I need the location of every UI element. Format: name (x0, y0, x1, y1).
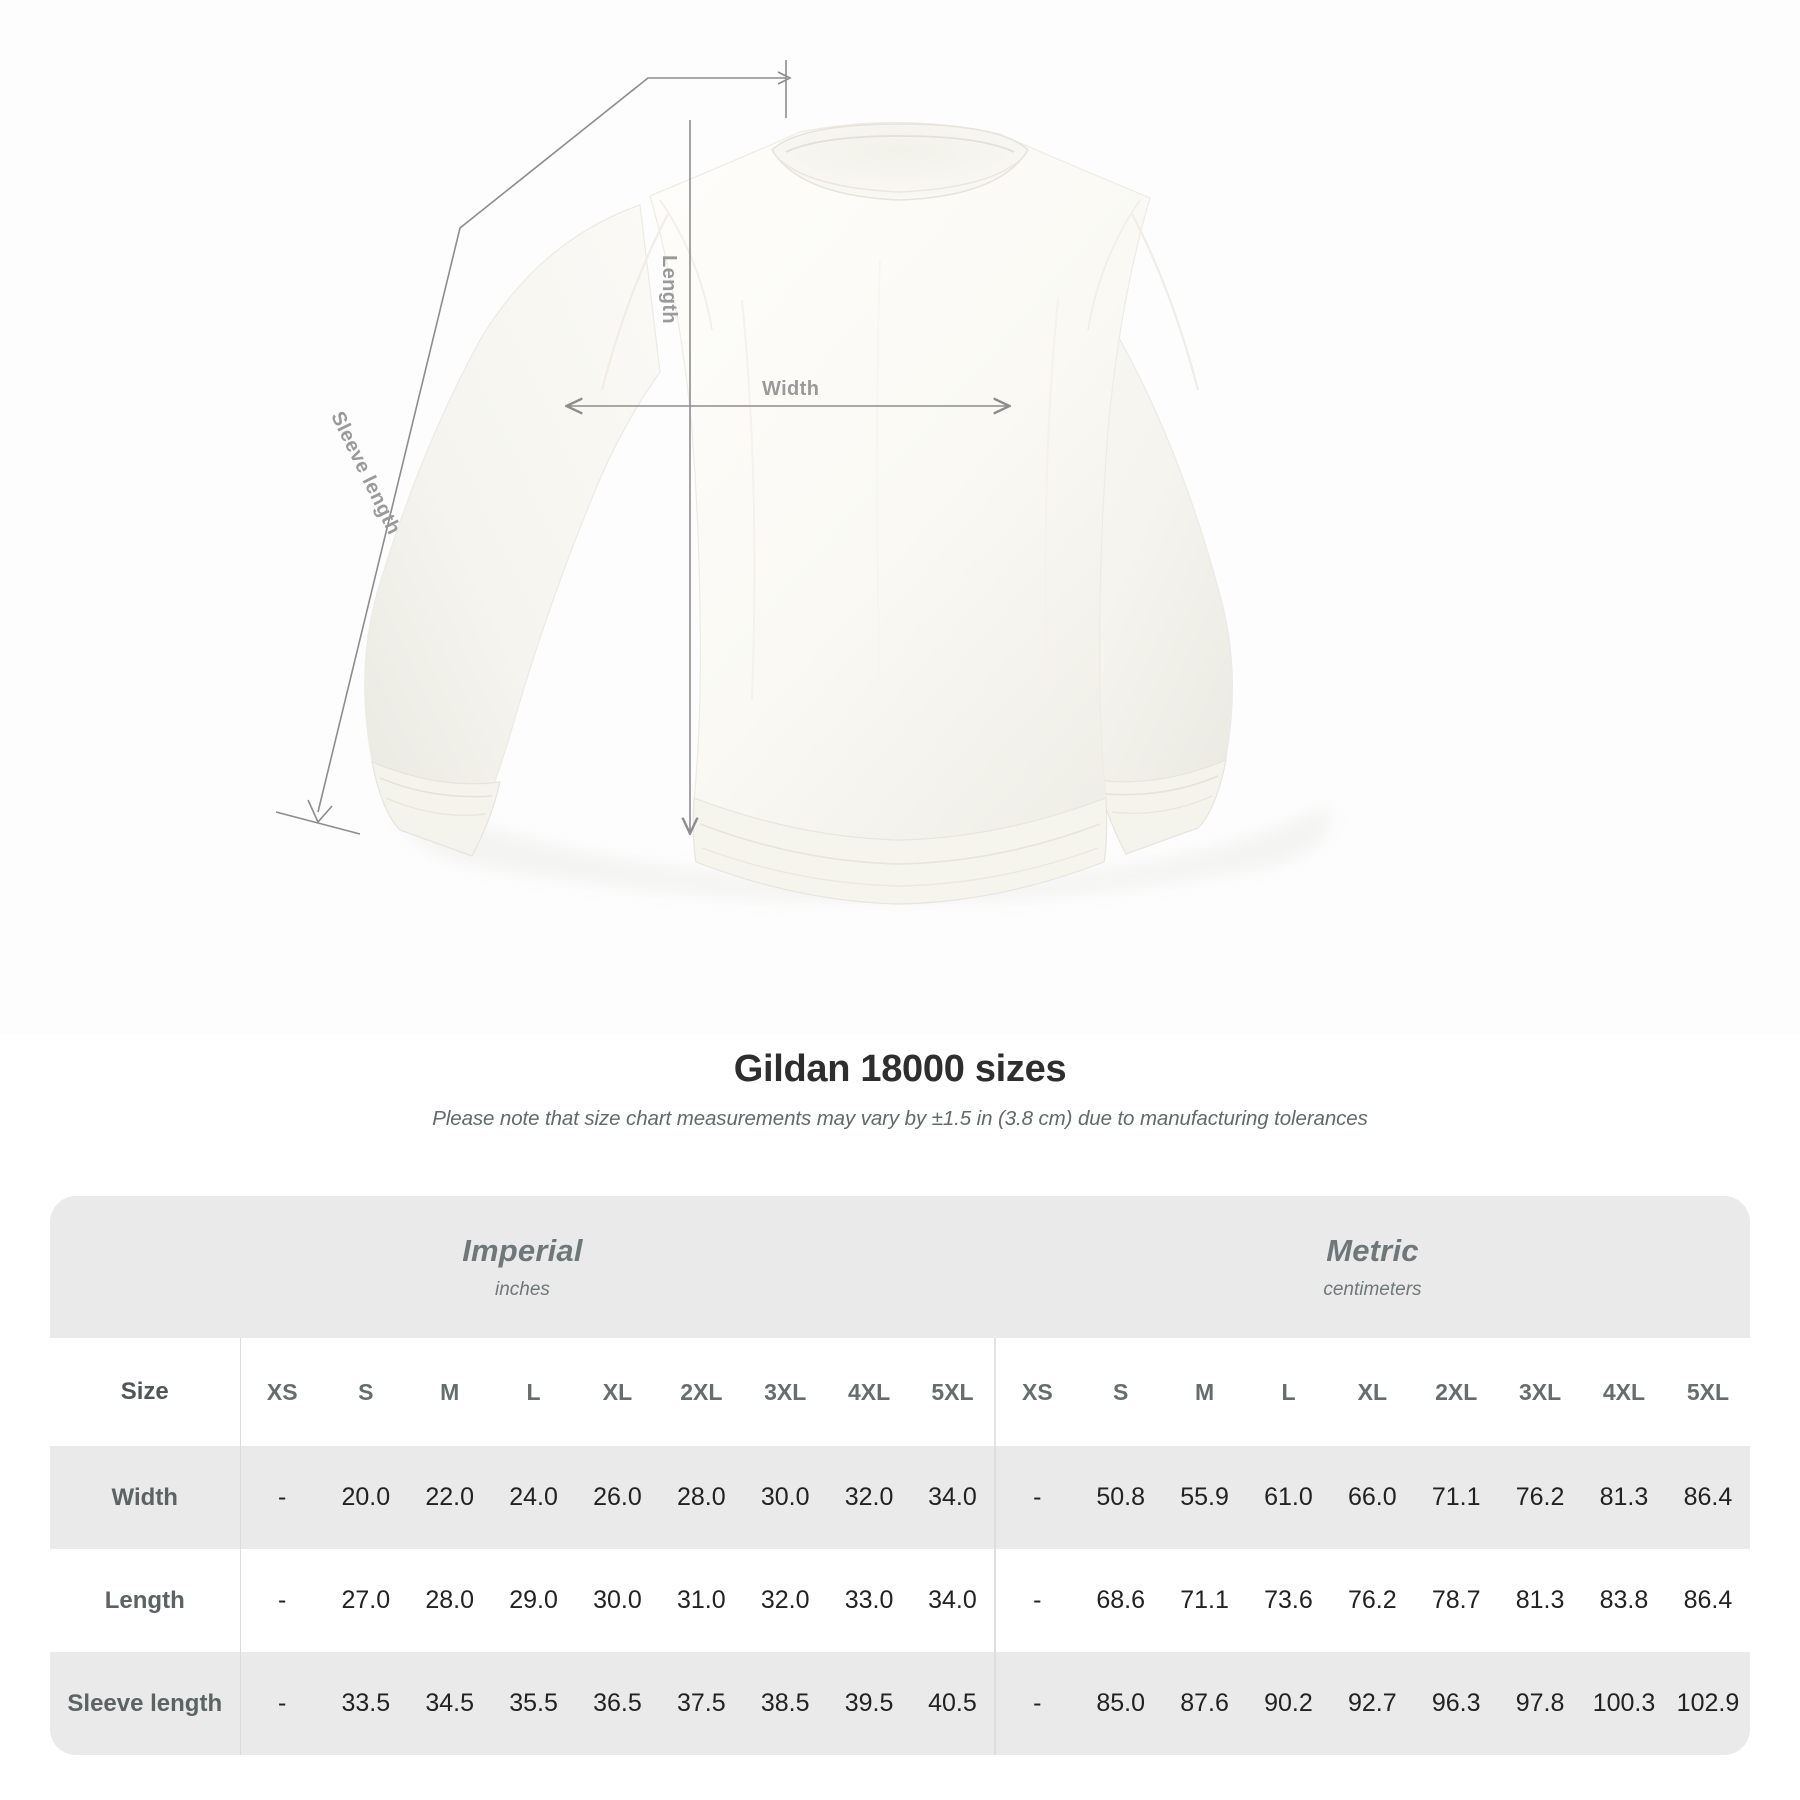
cell-metric: 90.2 (1246, 1652, 1331, 1755)
cell-metric: 86.4 (1665, 1446, 1750, 1549)
cell-metric: 61.0 (1246, 1446, 1331, 1549)
table-row: Width -20.0 22.0 24.0 26.0 28.0 30.0 32.0 34.0-5… (50, 1446, 1750, 1549)
cell-imperial: 34.0 (911, 1446, 995, 1549)
size-header-imperial-4xl: 4XL (827, 1338, 912, 1446)
size-column-header: Size (50, 1338, 241, 1446)
imperial-header-cell: Imperial inches (50, 1196, 995, 1338)
size-header-imperial-5xl: 5XL (911, 1338, 995, 1446)
size-header-metric-m: M (1162, 1338, 1247, 1446)
cell-imperial: 34.0 (911, 1549, 995, 1652)
metric-system-name: Metric (1326, 1233, 1419, 1268)
cell-imperial: - (240, 1446, 324, 1549)
cell-metric: 87.6 (1162, 1652, 1247, 1755)
cell-metric: 55.9 (1162, 1446, 1247, 1549)
page-subtitle: Please note that size chart measurements… (432, 1107, 1368, 1130)
size-header-imperial-2xl: 2XL (659, 1338, 744, 1446)
sweatshirt-illustration (275, 60, 1331, 905)
cell-imperial: 32.0 (743, 1549, 828, 1652)
cell-metric: 76.2 (1330, 1549, 1415, 1652)
cell-metric: 86.4 (1665, 1549, 1750, 1652)
cell-metric: 66.0 (1330, 1446, 1415, 1549)
heading-block: Gildan 18000 sizes Please note that size… (0, 1048, 1800, 1131)
cell-imperial: 33.0 (827, 1549, 912, 1652)
cell-metric: 102.9 (1665, 1652, 1750, 1755)
size-header-metric-xl: XL (1330, 1338, 1415, 1446)
size-table-container: Imperial inches Metric centimeters Size XS S M L… (50, 1196, 1750, 1755)
cell-metric: 71.1 (1162, 1549, 1247, 1652)
cell-metric: 76.2 (1498, 1446, 1583, 1549)
cell-metric: 85.0 (1078, 1652, 1163, 1755)
cell-imperial: 24.0 (491, 1446, 576, 1549)
page-title: Gildan 18000 sizes (733, 1048, 1067, 1090)
cell-imperial: 35.5 (491, 1652, 576, 1755)
cell-metric: 78.7 (1414, 1549, 1499, 1652)
cell-imperial: 39.5 (827, 1652, 912, 1755)
metric-header-cell: Metric centimeters (994, 1196, 1750, 1338)
sleeve-length-dimension-line (317, 77, 786, 813)
cell-imperial: 22.0 (407, 1446, 492, 1549)
row-label-width: Width (50, 1446, 241, 1549)
cell-imperial: 30.0 (575, 1549, 660, 1652)
cell-metric: 81.3 (1498, 1549, 1583, 1652)
cell-metric: - (993, 1549, 1079, 1652)
size-header-imperial-3xl: 3XL (743, 1338, 828, 1446)
size-header-metric-xs: XS (993, 1338, 1079, 1446)
cell-imperial: - (240, 1652, 324, 1755)
cell-imperial: 20.0 (323, 1446, 408, 1549)
cell-imperial: 30.0 (743, 1446, 828, 1549)
cell-metric: 50.8 (1078, 1446, 1163, 1549)
row-label-length: Length (50, 1549, 241, 1652)
garment-diagram: Length Width Sleeve length (275, 60, 1331, 905)
cell-metric: - (993, 1652, 1079, 1755)
size-header-metric-5xl: 5XL (1665, 1338, 1750, 1446)
size-header-imperial-m: M (407, 1338, 492, 1446)
size-header-metric-l: L (1246, 1338, 1331, 1446)
size-header-row: Size XS S M L XL 2XL 3XL 4XL 5XL XS S M L XL 2XL 3XL 4XL 5… (50, 1338, 1750, 1446)
cell-metric: 100.3 (1582, 1652, 1666, 1755)
table-row: Length -27.0 28.0 29.0 30.0 31.0 32.0 33.0 34.0-… (50, 1549, 1750, 1652)
cell-metric: 73.6 (1246, 1549, 1331, 1652)
cell-metric: 97.8 (1498, 1652, 1583, 1755)
width-label: Width (762, 378, 820, 400)
size-header-metric-s: S (1078, 1338, 1163, 1446)
size-header-imperial-xs: XS (240, 1338, 324, 1446)
size-header-imperial-xl: XL (575, 1338, 660, 1446)
size-header-metric-4xl: 4XL (1582, 1338, 1666, 1446)
cell-imperial: 40.5 (911, 1652, 995, 1755)
cell-imperial: 37.5 (659, 1652, 744, 1755)
metric-unit-name: centimeters (1323, 1279, 1422, 1300)
cell-metric: 96.3 (1414, 1652, 1499, 1755)
cell-imperial: 34.5 (407, 1652, 492, 1755)
size-header-metric-2xl: 2XL (1414, 1338, 1499, 1446)
size-header-imperial-l: L (491, 1338, 576, 1446)
cell-metric: 92.7 (1330, 1652, 1415, 1755)
cell-imperial: 38.5 (743, 1652, 828, 1755)
cell-imperial: 33.5 (323, 1652, 408, 1755)
cell-imperial: 26.0 (575, 1446, 660, 1549)
cell-imperial: 28.0 (407, 1549, 492, 1652)
size-header-imperial-s: S (323, 1338, 408, 1446)
cell-imperial: - (240, 1549, 324, 1652)
cell-imperial: 32.0 (827, 1446, 912, 1549)
imperial-system-name: Imperial (462, 1233, 583, 1268)
cell-imperial: 27.0 (323, 1549, 408, 1652)
imperial-unit-name: inches (494, 1279, 550, 1300)
size-header-metric-3xl: 3XL (1498, 1338, 1583, 1446)
cell-imperial: 31.0 (659, 1549, 744, 1652)
cell-imperial: 29.0 (491, 1549, 576, 1652)
unit-system-row: Imperial inches Metric centimeters (50, 1196, 1750, 1338)
cell-metric: 81.3 (1582, 1446, 1666, 1549)
cell-metric: 71.1 (1414, 1446, 1499, 1549)
cell-imperial: 28.0 (659, 1446, 744, 1549)
cell-imperial: 36.5 (575, 1652, 660, 1755)
cell-metric: - (993, 1446, 1079, 1549)
length-label: Length (658, 255, 680, 325)
cell-metric: 68.6 (1078, 1549, 1163, 1652)
cell-metric: 83.8 (1582, 1549, 1666, 1652)
table-row: Sleeve length -33.5 34.5 35.5 36.5 37.5 38.5 39… (50, 1652, 1750, 1755)
row-label-sleeve-length: Sleeve length (50, 1652, 241, 1755)
size-table: Imperial inches Metric centimeters Size XS S M L… (50, 1196, 1750, 1755)
